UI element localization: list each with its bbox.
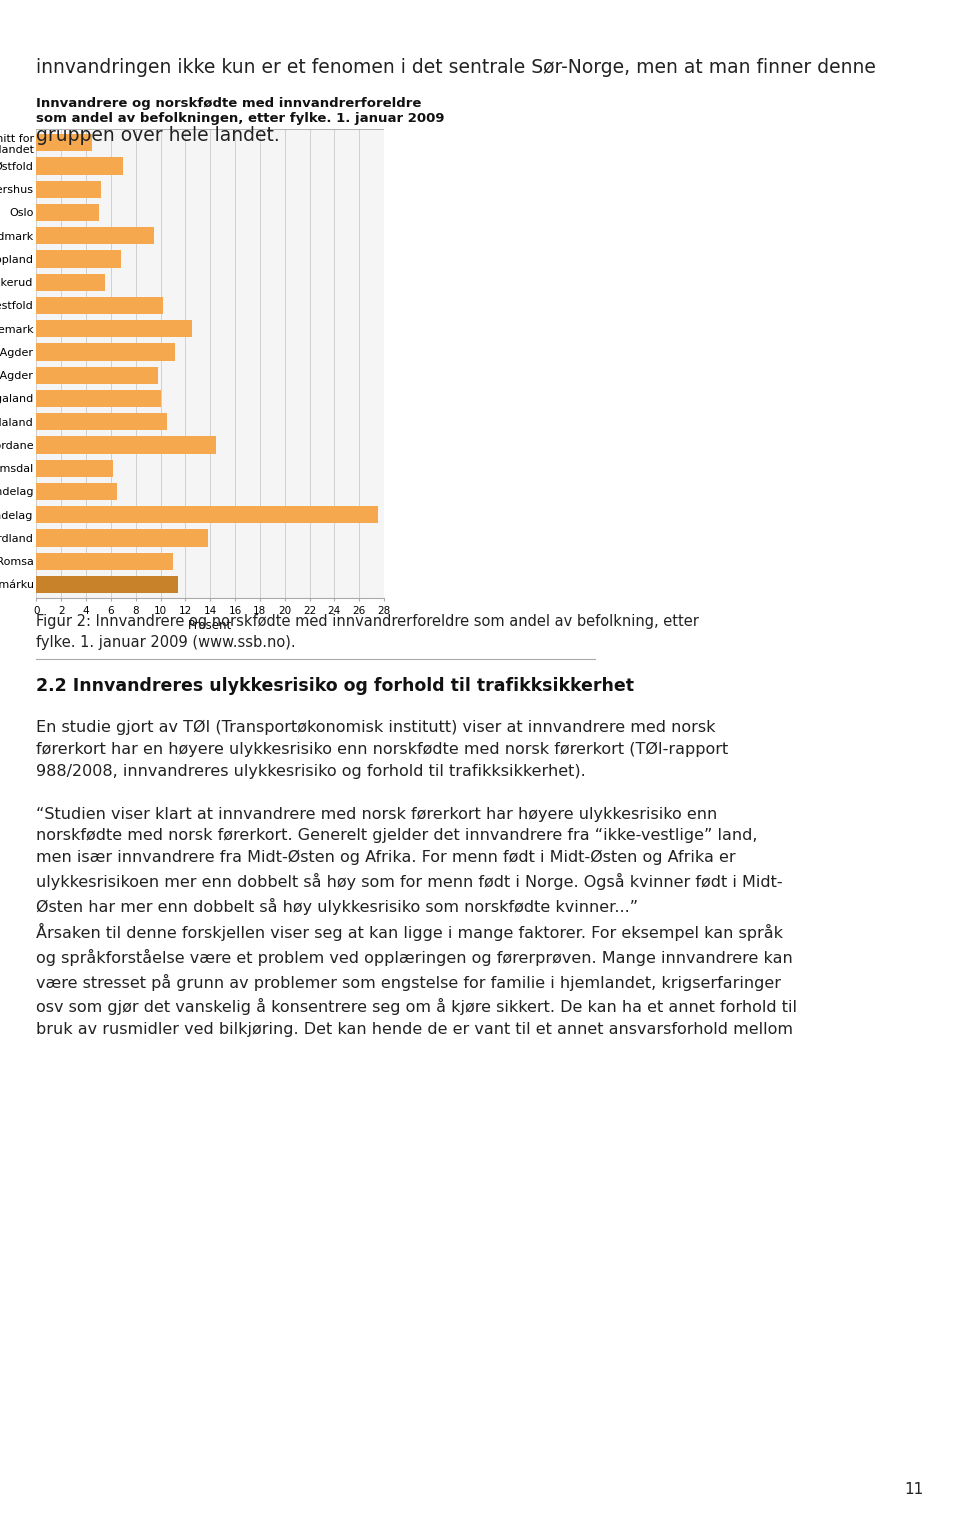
Bar (36, 414, 167, 430)
Bar (36, 133, 92, 152)
Bar (36, 389, 160, 408)
Bar (36, 180, 101, 198)
Bar (36, 320, 192, 338)
Bar (36, 274, 105, 291)
Bar (36, 483, 117, 500)
Text: Figur 2: Innvandrere og norskfødte med innvandrerforeldre som andel av befolknin: Figur 2: Innvandrere og norskfødte med i… (36, 614, 699, 650)
Bar (36, 506, 378, 524)
Bar (36, 459, 113, 477)
Bar (36, 529, 207, 547)
Bar (36, 227, 155, 244)
Bar (36, 158, 123, 174)
Bar (36, 297, 163, 314)
Text: Innvandrere og norskfødte med innvandrerforeldre
som andel av befolkningen, ette: Innvandrere og norskfødte med innvandrer… (36, 97, 445, 124)
Bar (36, 436, 216, 453)
Bar (36, 553, 173, 570)
Bar (36, 367, 158, 383)
Bar (36, 576, 178, 594)
X-axis label: Prosent: Prosent (188, 618, 232, 632)
Text: 2.2 Innvandreres ulykkesrisiko og forhold til trafikksikkerhet: 2.2 Innvandreres ulykkesrisiko og forhol… (36, 677, 635, 695)
Text: 11: 11 (904, 1482, 924, 1497)
Bar (36, 250, 121, 268)
Text: innvandringen ikke kun er et fenomen i det sentrale Sør-Norge, men at man finner: innvandringen ikke kun er et fenomen i d… (36, 58, 876, 144)
Text: En studie gjort av TØI (Transportøkonomisk institutt) viser at innvandrere med n: En studie gjort av TØI (Transportøkonomi… (36, 720, 798, 1036)
Bar (36, 344, 176, 361)
Bar (36, 203, 99, 221)
